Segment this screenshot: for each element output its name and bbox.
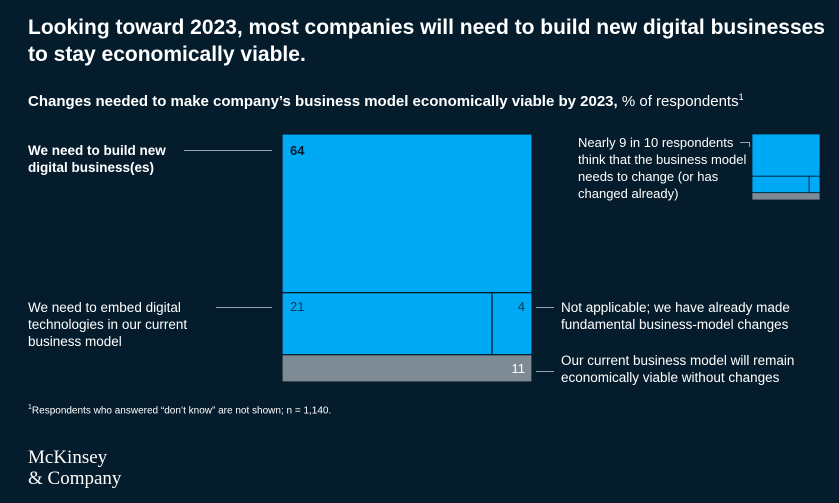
label-not-applicable: Not applicable; we have already made fun… — [561, 300, 790, 332]
leader-not-applicable — [536, 307, 554, 308]
mckinsey-logo: McKinsey & Company — [28, 447, 121, 489]
label-no-change: Our current business model will remain e… — [561, 353, 795, 385]
mini-segment-not-applicable — [808, 175, 820, 194]
footnote-text: Respondents who answered “don’t know” ar… — [31, 405, 332, 417]
mini-segment-no-change — [752, 192, 820, 200]
annotation-text: Nearly 9 in 10 respondents think that th… — [578, 135, 747, 201]
segment-build-new — [281, 133, 533, 294]
footnote-marker: 1 — [28, 404, 32, 411]
logo-line-1: McKinsey — [28, 447, 108, 468]
annotation-leader — [740, 142, 750, 143]
leader-build-new — [184, 150, 272, 151]
value-label-no-change: 11 — [511, 360, 526, 376]
label-embed-digital: We need to embed digital technologies in… — [28, 300, 188, 349]
chart-subtitle: Changes needed to make company’s busines… — [28, 92, 828, 110]
leader-no-change — [536, 371, 554, 372]
label-build-new: We need to build new digital business(es… — [28, 143, 166, 175]
mini-segment-embed-digital — [752, 175, 810, 194]
mini-segment-build-new — [752, 134, 820, 177]
value-label-build-new: 64 — [290, 143, 305, 158]
value-label-embed-digital: 21 — [290, 298, 305, 314]
chart-title: Looking toward 2023, most companies will… — [28, 16, 825, 66]
leader-embed-digital — [216, 307, 272, 308]
value-label-not-applicable: 4 — [517, 298, 525, 314]
subtitle-unit: % of respondents — [621, 93, 739, 110]
segment-no-change — [281, 354, 533, 383]
segment-embed-digital — [281, 292, 493, 356]
logo-line-2: & Company — [28, 468, 122, 489]
annotation-leader-drop — [749, 142, 750, 147]
footnote: 1Respondents who answered “don’t know” a… — [28, 404, 331, 416]
subtitle-main: Changes needed to make company’s busines… — [28, 93, 618, 110]
subtitle-footnote-marker: 1 — [738, 92, 744, 102]
mini-treemap — [752, 134, 820, 200]
